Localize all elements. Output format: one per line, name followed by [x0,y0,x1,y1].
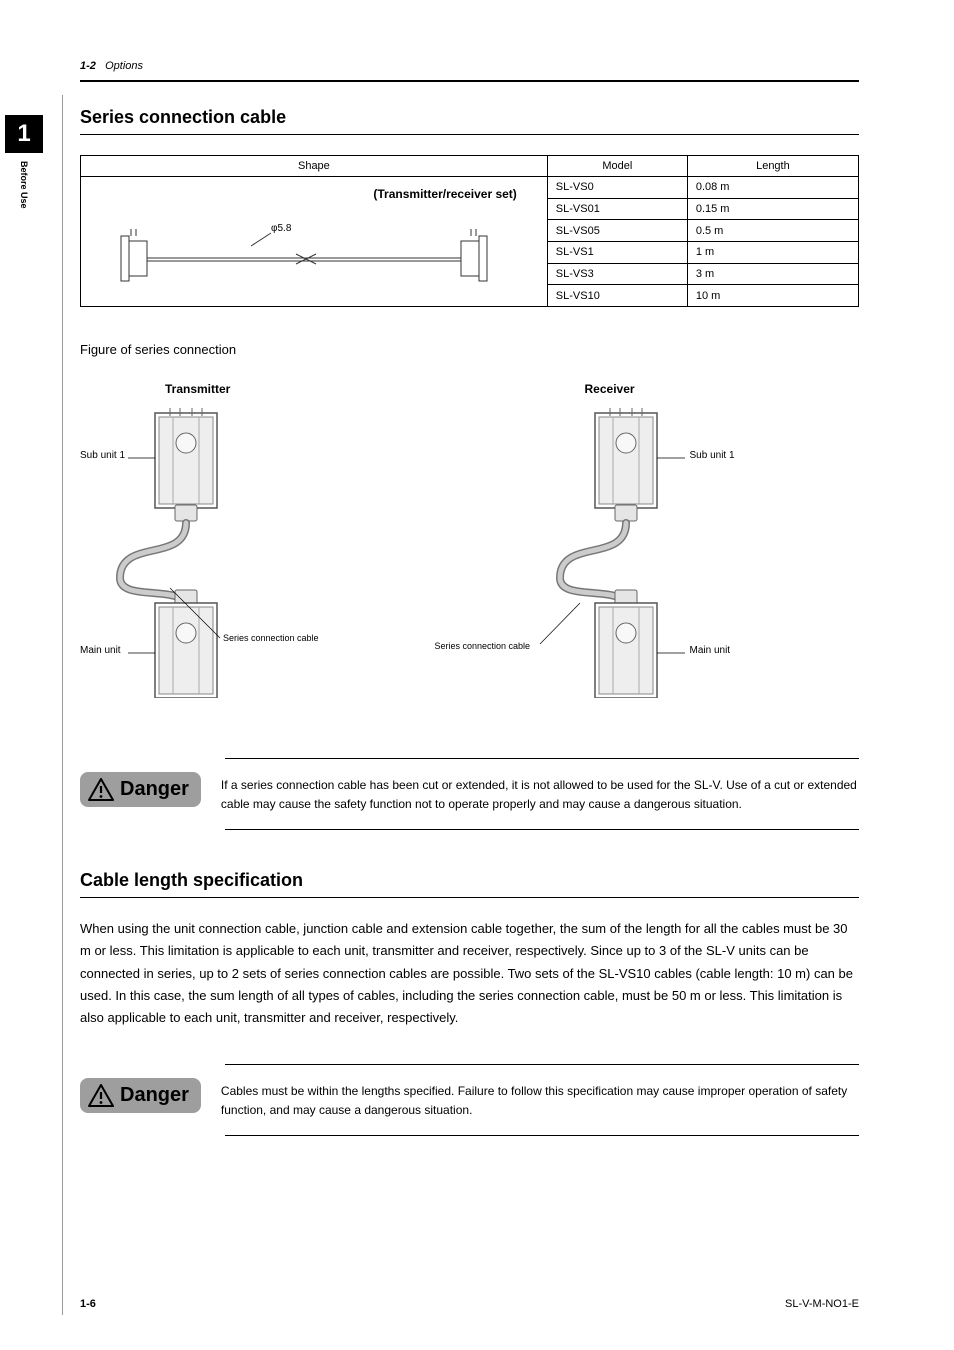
danger1-badge-text: Danger [120,778,189,801]
danger2-text: Cables must be within the lengths specif… [221,1078,859,1120]
td-model: SL-VS10 [547,285,687,307]
shape-cell-label: (Transmitter/receiver set) [373,187,516,201]
td-model: SL-VS1 [547,241,687,263]
page-content: 1-2 Options Series connection cable Shap… [0,0,954,1350]
td-length: 3 m [687,263,858,285]
th-shape: Shape [81,156,548,177]
page-footer: 1-6 SL-V-M-NO1-E [80,1298,859,1310]
table-row: (Transmitter/receiver set) [81,177,859,199]
td-length: 0.15 m [687,198,858,220]
sub-unit-label: Sub unit 1 [80,450,125,461]
td-length: 0.5 m [687,220,858,242]
receiver-diagram: Sub unit 1 Main unit Series connection c… [500,408,860,698]
transmitter-figure: Transmitter [80,382,440,698]
td-model: SL-VS05 [547,220,687,242]
td-length: 0.08 m [687,177,858,199]
td-length: 1 m [687,241,858,263]
header-section-name: Options [105,60,143,72]
th-model: Model [547,156,687,177]
cable-table: Shape Model Length (Transmitter/receiver… [80,155,859,307]
danger2-badge: Danger [80,1078,201,1113]
warning-icon [88,1084,114,1107]
section2-rule [80,897,859,898]
td-model: SL-VS01 [547,198,687,220]
td-model: SL-VS3 [547,263,687,285]
cable-label-2: Series connection cable [435,641,531,651]
transmitter-diagram: Sub unit 1 Main unit Series connection c… [80,408,440,698]
header-section-number: 1-2 [80,60,96,72]
td-length: 10 m [687,285,858,307]
diameter-text: φ5.8 [271,223,292,234]
shape-cell: (Transmitter/receiver set) [81,177,548,307]
section2-title: Cable length specification [80,870,859,891]
page-header: 1-2 Options [80,60,859,72]
section2-paragraph: When using the unit connection cable, ju… [80,918,859,1028]
danger1-text: If a series connection cable has been cu… [221,772,859,814]
danger1-block: Danger If a series connection cable has … [80,772,859,814]
warning-icon [88,778,114,801]
receiver-figure: Receiver [500,382,860,698]
transmitter-label: Transmitter [165,382,440,396]
danger2-bottom-rule [225,1135,859,1136]
connector-svg: φ5.8 [111,221,491,301]
danger1-badge: Danger [80,772,201,807]
footer-page-number: 1-6 [80,1298,96,1310]
danger1-bottom-rule [225,829,859,830]
th-length: Length [687,156,858,177]
figure-row: Transmitter [80,382,859,698]
section1-rule [80,134,859,135]
main-unit-label: Main unit [80,645,121,656]
danger2-top-rule [225,1064,859,1065]
main-unit-label-r: Main unit [690,645,731,656]
danger1-top-rule [225,758,859,759]
footer-doc-id: SL-V-M-NO1-E [785,1298,859,1310]
cable-label-1: Series connection cable [223,633,319,643]
header-rule [80,80,859,82]
figure-caption: Figure of series connection [80,342,859,357]
td-model: SL-VS0 [547,177,687,199]
danger2-badge-text: Danger [120,1084,189,1107]
section1-title: Series connection cable [80,107,859,128]
receiver-label: Receiver [585,382,860,396]
danger2-block: Danger Cables must be within the lengths… [80,1078,859,1120]
sub-unit-label-r: Sub unit 1 [690,450,735,461]
